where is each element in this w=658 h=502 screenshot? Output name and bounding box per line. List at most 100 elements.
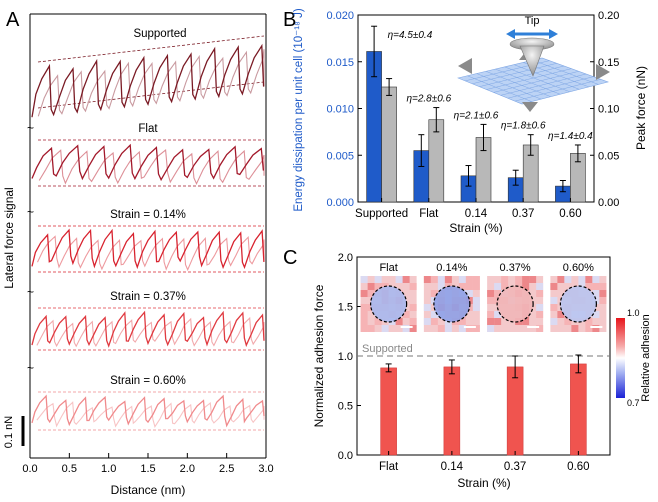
panel-c-xlabel: Strain (%) [457,476,510,490]
map-pixel [550,304,558,311]
map-pixel [487,297,495,304]
lattice-line [495,68,561,95]
map-pixel [536,290,544,297]
map-pixel [599,297,607,304]
map-pixel [487,290,495,297]
lattice-line [513,64,580,90]
lattice-lines [465,59,601,102]
eta-annotation: η=2.1±0.6 [454,110,499,121]
lattice-line [532,59,599,85]
map-pixel [360,290,368,297]
strain-arrow-right [596,64,610,80]
colorbar-min-label: 0.7 [627,398,640,408]
panel-a-xlabel: Distance (nm) [111,483,186,497]
reference-line-label: Supported [362,343,413,355]
map-pixel [557,276,565,283]
map-pixel [494,290,502,297]
left-tick-label: 0.010 [326,104,354,116]
map-pixel [472,304,480,311]
map-label: 0.14% [436,262,467,274]
map-pixel [578,276,586,283]
y-tick-label: 1.0 [338,351,353,363]
category-label: Flat [419,208,439,220]
map-pixel [409,325,417,332]
panel-b-xlabel: Strain (%) [449,221,502,235]
map-pixel [465,276,473,283]
adhesion-bar [443,366,461,456]
left-tick-label: 0.020 [326,10,354,22]
map-pixel [487,318,495,325]
tip-scan-arrowhead-left [506,29,515,39]
lattice-line [476,73,542,100]
map-pixel [494,311,502,318]
map-low-adhesion-region [370,286,407,322]
map-pixel [536,304,544,311]
map-pixel [360,311,368,318]
map-low-adhesion-region [433,286,470,322]
panel-b-left-ticks: 0.000 0.005 0.010 0.015 0.020 [326,10,362,209]
category-label: 0.37 [504,461,526,473]
map-circle-outline [370,285,408,323]
scale-bar-label: 0.1 nN [3,416,15,448]
colorbar [616,318,625,398]
map-pixel [374,283,382,290]
category-label: 0.60 [559,208,581,220]
map-pixel [494,283,502,290]
map-pixel [536,325,544,332]
lattice-line [472,63,557,85]
map-pixel [599,290,607,297]
retrace-line [36,401,265,429]
lattice-line [486,68,572,90]
trace-line [31,143,265,182]
y-tick-label: 2.0 [338,252,353,264]
axis-break-mark: ~ [27,121,34,135]
category-label: 0.14 [465,208,488,220]
category-label: 0.37 [512,208,534,220]
panel-c-bars [380,354,587,456]
map-pixel [592,283,600,290]
map-label: 0.60% [563,262,594,274]
strain-arrow-down [522,102,538,112]
map-pixel [592,276,600,283]
retrace-line [37,49,265,117]
left-tick-label: 0.005 [326,150,354,162]
y-tick-label: 1.5 [338,302,353,314]
map-pixel [585,283,593,290]
trace-line [31,310,265,348]
afm-tip-inset: Tip [457,15,610,112]
lattice-line [493,71,579,93]
map-pixel [402,276,410,283]
map-pixel [472,297,480,304]
map-pixel [564,318,572,325]
x-tick-label: 1.0 [101,463,116,475]
map-pixel [430,311,438,318]
map-pixel [437,276,445,283]
right-tick-label: 0.00 [598,197,619,209]
panel-b-categories: Supported Flat 0.14 0.37 0.60 [355,198,582,220]
map-pixel [360,304,368,311]
map-pixel [437,283,445,290]
left-tick-label: 0.000 [326,197,354,209]
panel-c: C 0.0 0.5 1.0 1.5 2.0 Flat 0.14% 0.37% 0.60% Su… [283,247,652,490]
lattice-line [485,71,551,97]
map-pixel [430,318,438,325]
adhesion-bar [506,366,524,456]
map-pixel [487,311,495,318]
map-pixel [472,283,480,290]
map-pixel [458,325,466,332]
panel-c-categories: Flat 0.14 0.37 0.60 [379,451,590,473]
map-pixel [599,283,607,290]
map-pixel [465,290,473,297]
map-pixel [472,276,480,283]
trace-label: Strain = 0.14% [110,209,186,221]
map-pixel [374,318,382,325]
map-low-adhesion-region [497,286,534,322]
category-label: 0.14 [441,461,464,473]
panel-a-label: A [6,9,20,31]
map-pixel [395,318,403,325]
panel-c-y-ticks: 0.0 0.5 1.0 1.5 2.0 [338,252,361,462]
map-pixel [515,276,523,283]
map-pixel [550,318,558,325]
category-label: Flat [379,461,399,473]
